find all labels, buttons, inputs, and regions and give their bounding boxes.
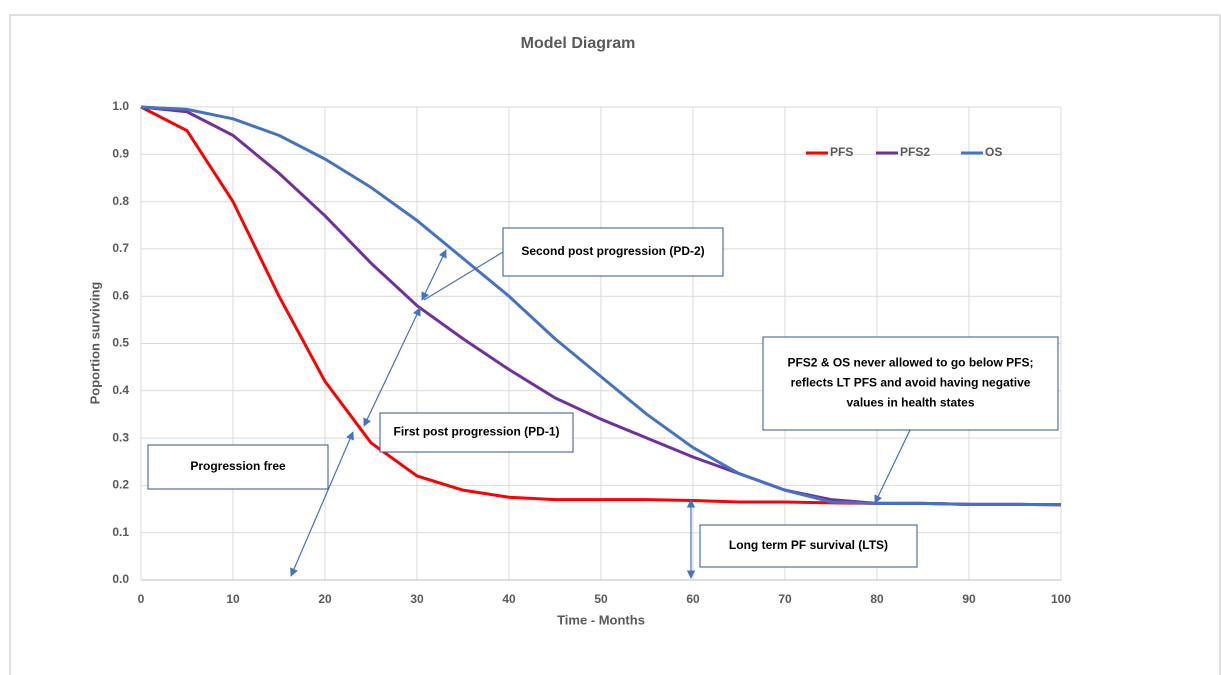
y-tick-label: 0.3	[112, 430, 129, 444]
annotation-box	[762, 336, 1059, 431]
annotation-text: Long term PF survival (LTS)	[729, 538, 888, 552]
x-tick-label: 90	[962, 592, 976, 606]
x-tick-label: 30	[410, 592, 424, 606]
legend-label: PFS	[830, 145, 853, 159]
annotation-text: First post progression (PD-1)	[393, 425, 559, 439]
annotations: Second post progression (PD-2) First post…	[147, 227, 1059, 568]
grid: 0.0 0.1 0.2 0.3 0.4 0.5 0.6 0.7 0.8 0.9 1.0 0 10 20 30…	[112, 99, 1071, 606]
annotation-text: Second post progression (PD-2)	[521, 244, 704, 258]
chart-title: Model Diagram	[521, 35, 636, 52]
y-axis-label: Poportion surviving	[87, 282, 102, 405]
y-tick-label: 0.4	[112, 383, 129, 397]
annotation-box	[379, 412, 574, 453]
legend: PFS PFS2 OS	[806, 145, 1002, 159]
x-tick-label: 40	[502, 592, 516, 606]
y-tick-label: 0.1	[112, 525, 129, 539]
arrows	[290, 249, 911, 579]
arrow	[874, 429, 911, 504]
annotation-box	[699, 524, 918, 568]
x-tick-label: 10	[226, 592, 240, 606]
annotation-text: Progression free	[190, 459, 286, 473]
annotation-text: reflects LT PFS and avoid having negativ…	[791, 376, 1031, 390]
y-tick-label: 1.0	[112, 99, 129, 113]
arrow	[421, 249, 447, 301]
annotation-text: PFS2 & OS never allowed to go below PFS;	[787, 356, 1033, 370]
y-tick-label: 0.2	[112, 478, 129, 492]
arrow	[290, 431, 354, 577]
x-tick-label: 20	[318, 592, 332, 606]
x-tick-label: 70	[778, 592, 792, 606]
y-tick-label: 0.7	[112, 241, 129, 255]
annotation-text: values in health states	[846, 396, 974, 410]
legend-label: PFS2	[900, 145, 930, 159]
annotation-box	[147, 444, 329, 490]
arrow	[363, 307, 421, 427]
legend-label: OS	[985, 145, 1002, 159]
y-tick-label: 0.6	[112, 288, 129, 302]
annotation-box	[502, 227, 724, 277]
y-tick-label: 0.9	[112, 146, 129, 160]
connector	[423, 251, 504, 301]
y-tick-label: 0.0	[112, 572, 129, 586]
y-tick-label: 0.8	[112, 194, 129, 208]
series-line	[140, 105, 1062, 507]
x-tick-label: 100	[1051, 592, 1071, 606]
x-axis-label: Time - Months	[557, 612, 645, 627]
x-tick-label: 60	[686, 592, 700, 606]
x-tick-label: 50	[594, 592, 608, 606]
x-tick-label: 80	[870, 592, 884, 606]
y-tick-label: 0.5	[112, 336, 129, 350]
x-tick-label: 0	[138, 592, 145, 606]
plot	[140, 105, 1062, 507]
